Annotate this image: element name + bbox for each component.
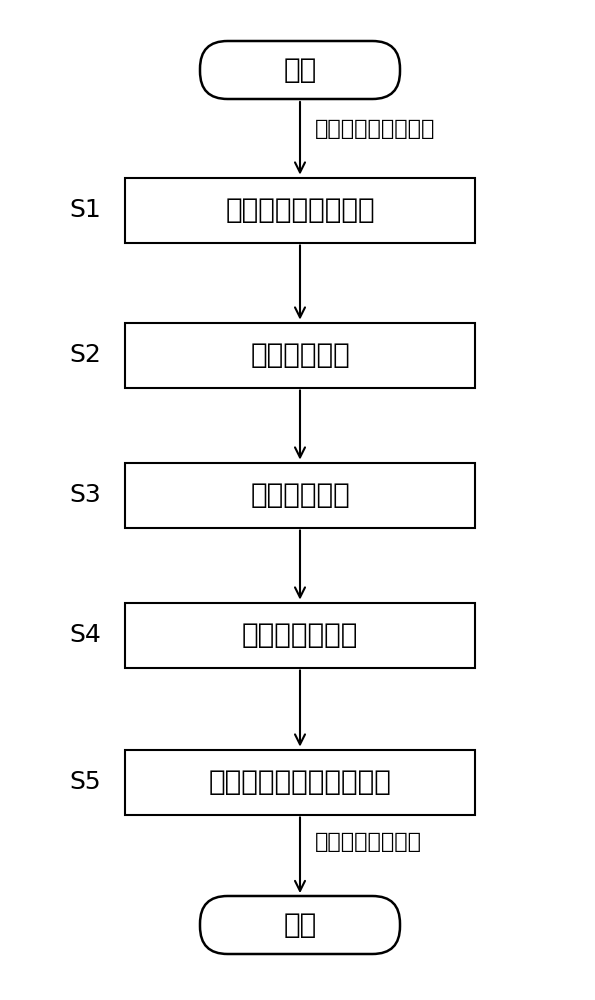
Text: 加权矩阵计算: 加权矩阵计算 (250, 481, 350, 509)
Text: S2: S2 (69, 343, 101, 367)
Text: S1: S1 (69, 198, 101, 222)
Text: 多传感器数据预处理: 多传感器数据预处理 (225, 196, 375, 224)
Text: 开始: 开始 (283, 56, 317, 84)
Text: S5: S5 (69, 770, 101, 794)
Text: 观测方程构建: 观测方程构建 (250, 341, 350, 369)
FancyBboxPatch shape (200, 896, 400, 954)
Bar (125, 178, 475, 242)
Text: S4: S4 (69, 623, 101, 647)
Text: 结束: 结束 (283, 911, 317, 939)
Text: 加权非线性最小二乘估计: 加权非线性最小二乘估计 (209, 768, 392, 796)
Text: S3: S3 (69, 483, 101, 507)
Bar (125, 602, 475, 668)
Bar (125, 750, 475, 814)
Bar (125, 322, 475, 387)
Bar (125, 462, 475, 528)
FancyBboxPatch shape (200, 41, 400, 99)
Text: 目标初始值估计: 目标初始值估计 (242, 621, 358, 649)
Text: 输入多传感器量测值: 输入多传感器量测值 (315, 119, 436, 139)
Text: 输出目标定位信息: 输出目标定位信息 (315, 832, 422, 852)
